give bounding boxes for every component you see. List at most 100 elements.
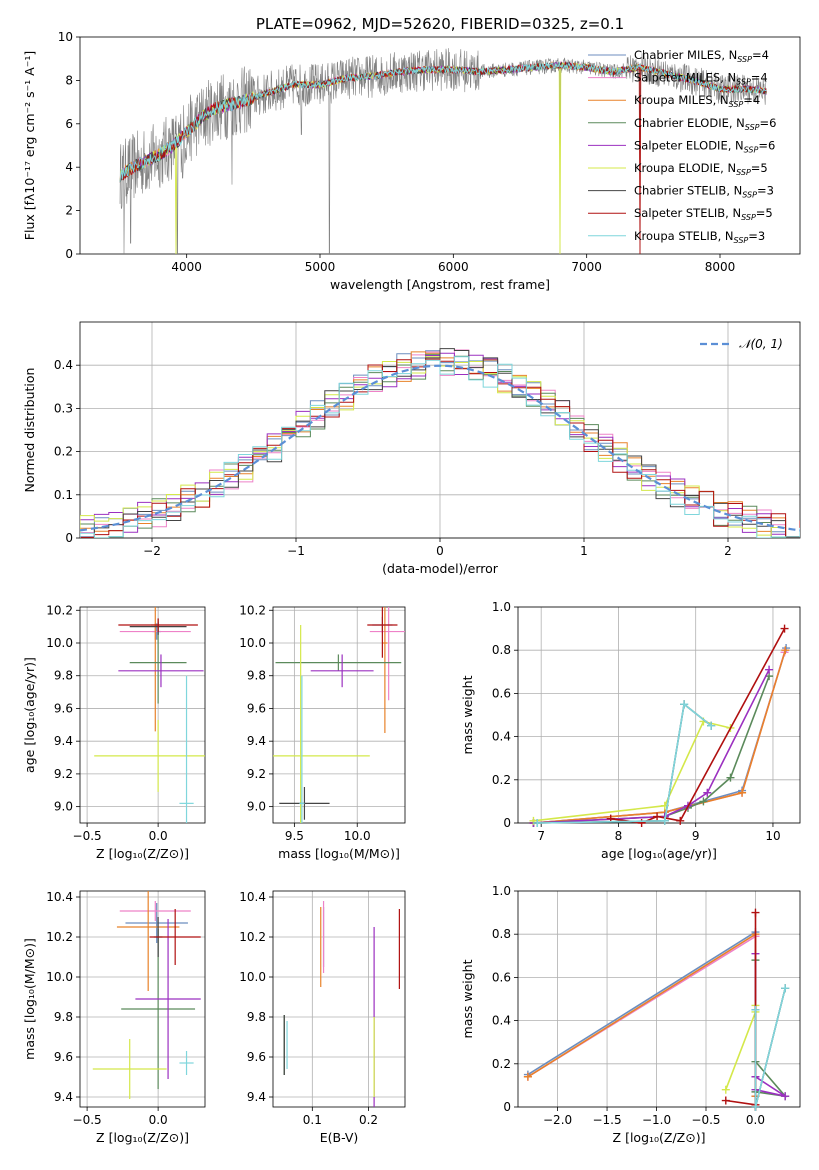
legend-entry: Kroupa STELIB, NSSP=3	[634, 229, 765, 245]
weight_vs_age-marker	[653, 812, 662, 821]
weight_vs_Z-xtick-label: −1.5	[592, 1113, 621, 1127]
mass_vs_Z-xlabel: Z [log₁₀(Z/Z⊙)]	[96, 1130, 189, 1145]
weight_vs_Z-xtick-label: −2.0	[543, 1113, 572, 1127]
age_vs_mass-axes: 9.5 10.0 9.0 9.2 9.4 9.6 9.8 10.0 10.2 mass [log₁…	[239, 603, 406, 861]
weight_vs_age-marker	[699, 797, 708, 806]
residual-hist-8	[80, 356, 800, 538]
spectrum-xlabel: wavelength [Angstrom, rest frame]	[330, 277, 550, 292]
weight_vs_Z-xtick-label: 0.0	[746, 1113, 765, 1127]
spectrum-xtick-label: 4000	[171, 260, 202, 274]
figure-title: PLATE=0962, MJD=52620, FIBERID=0325, z=0…	[256, 15, 624, 33]
age_vs_Z-errorbar-3	[129, 621, 187, 704]
normal-curve	[80, 364, 800, 532]
age_vs_mass-errorbar-7	[367, 607, 398, 658]
weight_vs_age-marker	[738, 788, 747, 797]
weight_vs_Z-xlabel: Z [log₁₀(Z/Z⊙)]	[613, 1130, 706, 1145]
spectrum-ytick-label: 8	[65, 73, 73, 87]
mass_vs_ebv-xtick-label: 0.2	[359, 1113, 378, 1127]
weight_vs_age-xtick-label: 10	[765, 829, 780, 843]
mass_vs_ebv-frame	[272, 890, 406, 1108]
legend-entry: Chabrier STELIB, NSSP=3	[634, 184, 774, 200]
weight_vs_age-line-4	[529, 665, 774, 827]
mass_vs_ebv-axes: 0.1 0.2 9.4 9.6 9.8 10.0 10.2 10.4 E(B-V)	[239, 890, 406, 1145]
spectrum-legend: Chabrier MILES, NSSP=4 Salpeter MILES, NS…	[588, 48, 776, 245]
mass_vs_Z-ylabel: mass [log₁₀(M/M⊙)]	[22, 938, 37, 1060]
mass_vs_ebv-points	[283, 901, 400, 1107]
weight_vs_Z-xtick-label: −0.5	[691, 1113, 720, 1127]
weight_vs_age-xtick-label: 9	[692, 829, 700, 843]
mass_vs_Z-ytick-label: 9.4	[54, 1090, 73, 1104]
age_vs_Z-ytick-label: 9.6	[54, 701, 73, 715]
spectrum-xtick-label: 6000	[438, 260, 469, 274]
weight_vs_Z-series	[523, 908, 790, 1111]
weight_vs_Z-ytick-label: 0.2	[492, 1057, 511, 1071]
mass_vs_Z-xtick-label: 0.0	[149, 1113, 168, 1127]
spectrum-ytick-label: 0	[65, 247, 73, 261]
age_vs_Z-ytick-label: 10.0	[46, 636, 73, 650]
residuals-xtick-label: −2	[143, 544, 161, 558]
mass_vs_ebv-xtick-label: 0.1	[303, 1113, 322, 1127]
mass_vs_Z-errorbar-0	[125, 903, 188, 943]
weight_vs_age-marker	[533, 819, 542, 827]
weight_vs_age-ylabel: mass weight	[460, 675, 475, 754]
weight_vs_Z-ytick-label: 0.8	[492, 927, 511, 941]
spectrum-frame	[79, 36, 801, 255]
legend-entry: Kroupa MILES, NSSP=4	[634, 93, 760, 109]
residuals-frame	[79, 321, 801, 539]
age_vs_mass-xtick-label: 9.5	[285, 829, 304, 843]
age_vs_mass-ytick-label: 9.0	[247, 800, 266, 814]
mass_vs_Z-ytick-label: 10.4	[46, 890, 73, 904]
age_vs_Z-ytick-label: 9.4	[54, 734, 73, 748]
weight_vs_Z-ytick-label: 1.0	[492, 884, 511, 898]
age_vs_mass-errorbar-5	[273, 625, 370, 823]
weight_vs_Z-ylabel: mass weight	[460, 959, 475, 1038]
spectrum-model-7	[119, 61, 767, 254]
mass_vs_ebv-ytick-label: 10.4	[239, 890, 266, 904]
weight_vs_Z-marker	[751, 1005, 760, 1014]
weight_vs_age-line-8	[533, 700, 716, 827]
weight_vs_Z-line-4	[751, 949, 790, 1101]
age_vs_Z-ytick-label: 9.8	[54, 669, 73, 683]
mass_vs_Z-errorbar-4	[135, 919, 201, 1079]
age_vs_mass-xlabel: mass [log₁₀(M/M⊙)]	[278, 846, 400, 861]
age_vs_Z-xtick-label: −0.5	[73, 829, 102, 843]
legend-entry: Salpeter MILES, NSSP=4	[634, 71, 768, 87]
spectrum-ytick-label: 4	[65, 160, 73, 174]
weight_vs_Z-marker	[781, 1092, 790, 1101]
mass_vs_Z-points	[92, 891, 201, 1099]
spectrum-ytick-label: 10	[58, 30, 73, 44]
weight_vs_age-series	[529, 624, 791, 827]
weight_vs_age-marker	[703, 788, 712, 797]
weight_vs_age-ytick-label: 0.4	[492, 730, 511, 744]
residual-histograms	[80, 348, 800, 538]
spectrum-axes: 4000 5000 6000 7000 8000 0 2 4 6 8 10 wavelength [A…	[22, 30, 801, 292]
mass_vs_Z-ytick-label: 9.6	[54, 1050, 73, 1064]
weight_vs_Z-marker	[751, 908, 760, 917]
weight_vs_Z-ytick-label: 0.4	[492, 1014, 511, 1028]
weight_vs_age-line-3	[529, 672, 774, 827]
weight_vs_Z-marker	[721, 1085, 730, 1094]
mass_vs_Z-ytick-label: 9.8	[54, 1010, 73, 1024]
age_vs_Z-xtick-label: 0.0	[149, 829, 168, 843]
mass_vs_Z-frame	[79, 890, 206, 1108]
age_vs_mass-ytick-label: 9.2	[247, 767, 266, 781]
legend-entry: Kroupa ELODIE, NSSP=5	[634, 161, 768, 177]
age_vs_mass-errorbar-8	[299, 675, 305, 823]
mass_vs_Z-errorbar-2	[116, 891, 180, 991]
weight_vs_age-marker	[680, 700, 689, 709]
legend-entry: Salpeter ELODIE, NSSP=6	[634, 138, 775, 154]
mass_vs_ebv-ytick-label: 10.2	[239, 930, 266, 944]
spectrum-xtick-label: 8000	[705, 260, 736, 274]
age_vs_Z-ytick-label: 9.0	[54, 800, 73, 814]
age_vs_mass-errorbar-4	[310, 654, 374, 688]
age_vs_mass-ytick-label: 10.0	[239, 636, 266, 650]
age_vs_Z-axes: −0.5 0.0 9.0 9.2 9.4 9.6 9.8 10.0 10.2 Z [log₁₀(Z…	[22, 603, 206, 861]
age_vs_mass-errorbar-1	[369, 607, 405, 701]
mass_vs_ebv-xlabel: E(B-V)	[320, 1130, 359, 1145]
age_vs_Z-xlabel: Z [log₁₀(Z/Z⊙)]	[96, 846, 189, 861]
residuals-ytick-label: 0.2	[54, 445, 73, 459]
age_vs_mass-errorbar-3	[275, 654, 402, 671]
weight_vs_age-ytick-label: 1.0	[492, 600, 511, 614]
weight_vs_age-xtick-label: 7	[537, 829, 545, 843]
